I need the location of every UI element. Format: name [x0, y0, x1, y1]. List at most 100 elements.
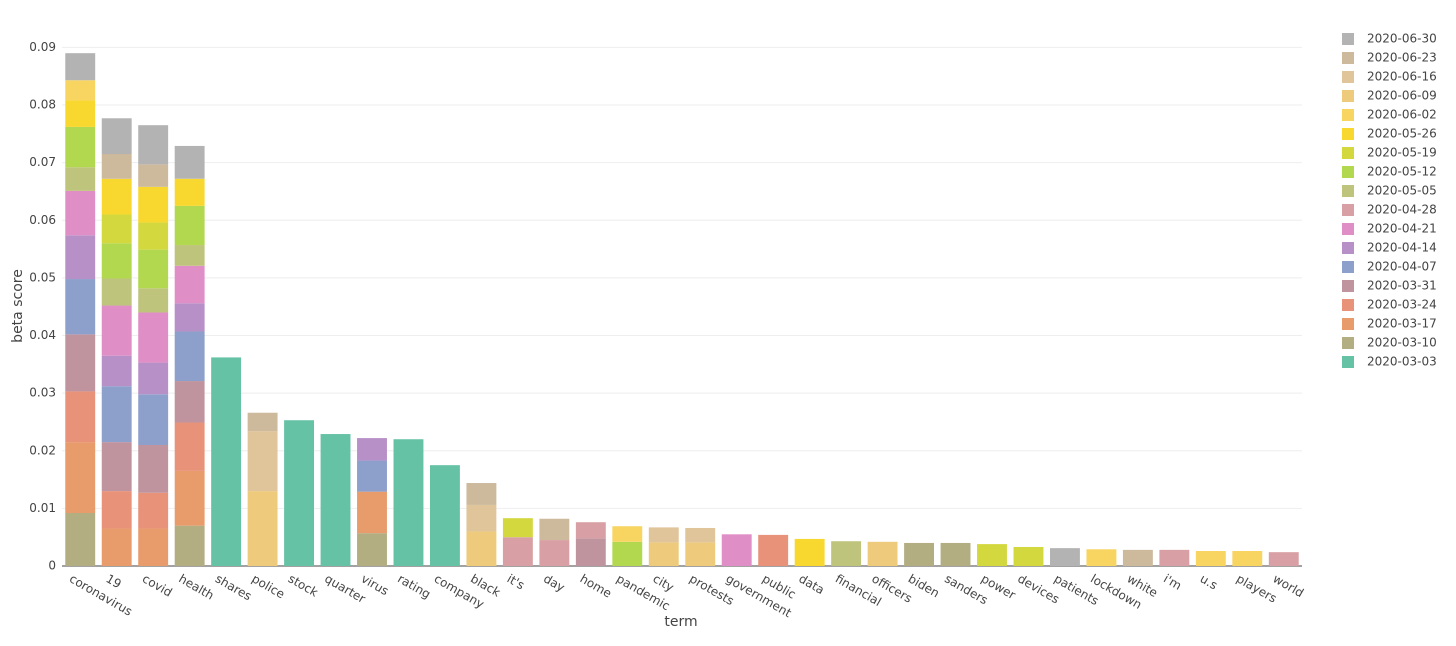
legend-label: 2020-06-16: [1367, 70, 1437, 84]
bar-segment: [65, 235, 96, 280]
legend-swatch: [1342, 185, 1354, 197]
bar-segment: [466, 483, 497, 505]
legend-label: 2020-03-24: [1367, 298, 1437, 312]
bar-segment: [174, 265, 205, 304]
bar-segment: [284, 420, 315, 566]
legend-label: 2020-04-14: [1367, 241, 1437, 255]
bar-segment: [174, 381, 205, 423]
bar-segment: [138, 492, 169, 529]
bar-segment: [101, 243, 132, 279]
legend-swatch: [1342, 33, 1354, 45]
bar-segment: [101, 305, 132, 356]
bar-segment: [612, 541, 643, 566]
bar-segment: [502, 537, 533, 566]
y-tick-label: 0.06: [29, 213, 56, 227]
bar-segment: [174, 205, 205, 246]
bar-segment: [101, 154, 132, 179]
legend-label: 2020-04-28: [1367, 203, 1437, 217]
bar-segment: [65, 80, 96, 101]
bar-segment: [1049, 548, 1080, 566]
bar-segment: [357, 491, 387, 534]
x-tick-label: day: [541, 572, 567, 595]
bar-segment: [867, 541, 898, 566]
legend-label: 2020-03-31: [1367, 279, 1437, 293]
x-tick-label: police: [249, 572, 287, 602]
bar-segment: [101, 278, 132, 306]
bar-segment: [174, 525, 205, 566]
legend-swatch: [1342, 147, 1354, 159]
bar-segment: [393, 439, 424, 566]
bar-segment: [138, 125, 169, 165]
legend-swatch: [1342, 280, 1354, 292]
bar-segment: [940, 542, 971, 566]
bar-segment: [65, 279, 96, 335]
bar-segment: [211, 357, 242, 566]
bar-segment: [138, 444, 169, 493]
legend-label: 2020-04-07: [1367, 260, 1437, 274]
legend-swatch: [1342, 318, 1354, 330]
bar-segment: [101, 178, 132, 215]
bar-segment: [575, 522, 606, 539]
bar-segment: [648, 527, 679, 543]
legend-label: 2020-06-23: [1367, 51, 1437, 65]
bar-segment: [502, 518, 533, 538]
x-tick-label: coronavirus: [67, 572, 135, 619]
x-tick-label: shares: [213, 572, 254, 604]
bar-segment: [65, 53, 96, 81]
legend-label: 2020-03-17: [1367, 317, 1437, 331]
bar-segment: [138, 312, 169, 363]
bar-segment: [174, 470, 205, 526]
bar-segment: [138, 186, 169, 223]
y-axis-title: beta score: [10, 269, 26, 343]
bar-segment: [138, 528, 169, 566]
bar-segment: [1268, 552, 1299, 566]
bar-segment: [1232, 551, 1263, 566]
y-tick-label: 0.07: [29, 155, 56, 169]
bar-segment: [612, 526, 643, 542]
bar-segment: [174, 145, 205, 179]
x-tick-label: health: [176, 572, 216, 603]
bar-segment: [65, 190, 96, 236]
y-tick-label: 0.03: [29, 386, 56, 400]
x-tick-label: rating: [395, 572, 433, 602]
bar-segment: [758, 534, 789, 566]
bar-segment: [138, 222, 169, 250]
legend-swatch: [1342, 223, 1354, 235]
legend-swatch: [1342, 128, 1354, 140]
bar-segment: [685, 542, 716, 566]
legend-swatch: [1342, 299, 1354, 311]
bar-segment: [1122, 549, 1153, 566]
bar-segment: [101, 214, 132, 244]
bar-segment: [247, 412, 278, 432]
legend-swatch: [1342, 337, 1354, 349]
legend-swatch: [1342, 52, 1354, 64]
legend-swatch: [1342, 204, 1354, 216]
bar-segment: [648, 542, 679, 566]
bar-segment: [904, 542, 935, 566]
legend-swatch: [1342, 166, 1354, 178]
bar-segment: [247, 491, 278, 566]
bar-segment: [357, 460, 387, 492]
bar-segment: [174, 245, 205, 266]
bar-segment: [65, 442, 96, 513]
y-tick-label: 0.02: [29, 443, 56, 457]
x-tick-label: it's: [505, 572, 527, 593]
bar-segment: [1159, 549, 1190, 566]
y-tick-label: 0: [48, 559, 56, 573]
bar-segment: [101, 386, 132, 443]
bar-segment: [721, 534, 752, 566]
bar-segment: [174, 422, 205, 471]
legend-label: 2020-05-19: [1367, 146, 1437, 160]
legend-label: 2020-04-21: [1367, 222, 1437, 236]
y-tick-label: 0.08: [29, 98, 56, 112]
legend-label: 2020-05-26: [1367, 127, 1437, 141]
legend-swatch: [1342, 109, 1354, 121]
x-tick-label: stock: [286, 572, 321, 600]
bar-segment: [138, 249, 169, 289]
bar-segment: [320, 434, 351, 566]
legend-label: 2020-06-02: [1367, 108, 1437, 122]
bar-segment: [138, 394, 169, 445]
bar-segment: [429, 465, 460, 566]
legend-swatch: [1342, 356, 1354, 368]
